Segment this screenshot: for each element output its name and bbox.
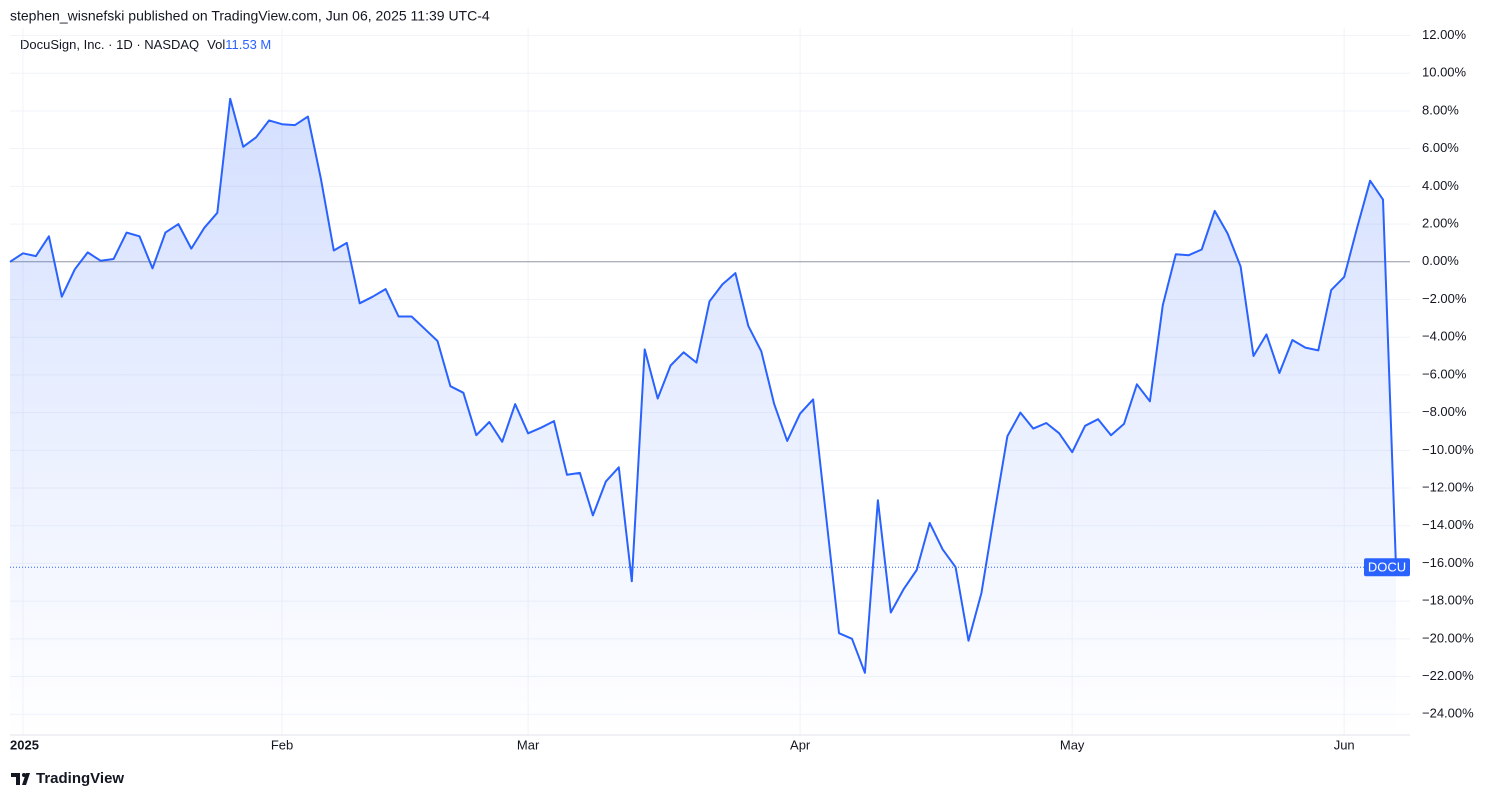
header-text: stephen_wisnefski published on TradingVi… — [10, 8, 490, 24]
y-tick-label: −20.00% — [1422, 630, 1474, 645]
y-tick-label: 4.00% — [1422, 178, 1459, 193]
x-tick-label: Jun — [1334, 737, 1355, 752]
y-tick-label: −22.00% — [1422, 668, 1474, 683]
y-tick-label: −2.00% — [1422, 291, 1467, 306]
y-tick-label: 6.00% — [1422, 140, 1459, 155]
y-tick-label: 8.00% — [1422, 102, 1459, 117]
volume-label: Vol — [207, 37, 225, 52]
volume-value: 11.53 M — [225, 37, 271, 52]
y-tick-label: −6.00% — [1422, 366, 1467, 381]
y-tick-label: −24.00% — [1422, 706, 1474, 721]
footer-brand: TradingView — [36, 770, 124, 787]
y-tick-label: −4.00% — [1422, 329, 1467, 344]
area — [10, 98, 1396, 735]
y-tick-label: 12.00% — [1422, 27, 1467, 42]
y-tick-label: 0.00% — [1422, 253, 1459, 268]
series-name: DOCU — [1368, 560, 1406, 575]
y-tick-label: −16.00% — [1422, 555, 1474, 570]
x-tick-label: May — [1060, 737, 1085, 752]
x-tick-label: Apr — [790, 737, 811, 752]
legend-title: DocuSign, Inc. · 1D · NASDAQ — [20, 37, 199, 52]
footer-logo — [11, 773, 30, 785]
x-tick-label: Mar — [517, 737, 540, 752]
y-tick-label: −18.00% — [1422, 593, 1474, 608]
y-tick-label: 10.00% — [1422, 65, 1467, 80]
x-tick-label: Feb — [271, 737, 293, 752]
legend: DocuSign, Inc. · 1D · NASDAQ Vol11.53 M — [20, 37, 271, 52]
y-tick-label: −8.00% — [1422, 404, 1467, 419]
x-tick-label: 2025 — [10, 737, 39, 752]
last-value-badge — [1364, 558, 1410, 577]
y-tick-label: −10.00% — [1422, 442, 1474, 457]
y-tick-label: −14.00% — [1422, 517, 1474, 532]
y-tick-label: −12.00% — [1422, 479, 1474, 494]
y-tick-label: 2.00% — [1422, 216, 1459, 231]
line — [9, 97, 1397, 674]
